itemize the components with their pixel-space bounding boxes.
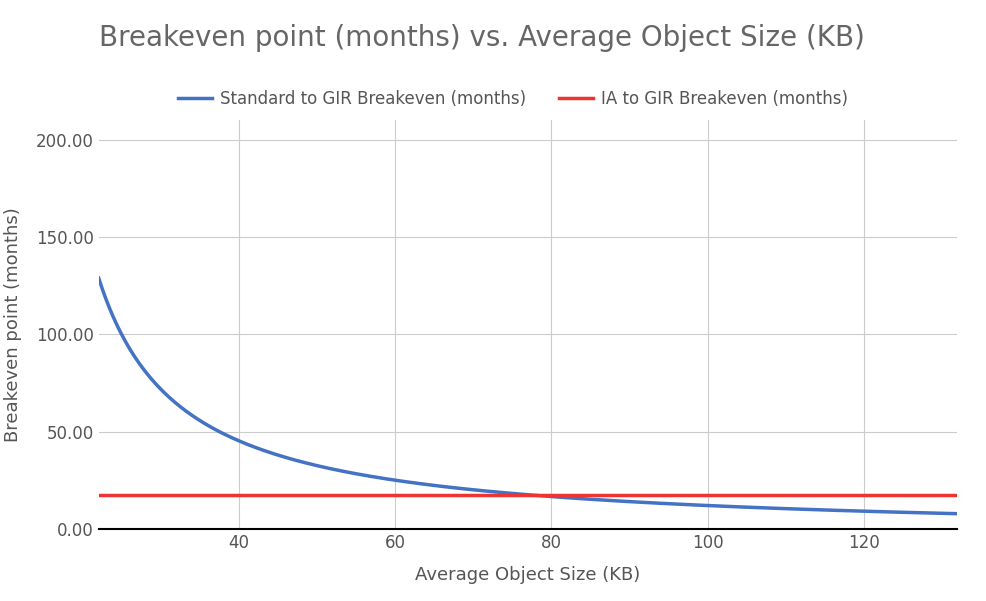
IA to GIR Breakeven (months)	[93, 491, 105, 498]
IA to GIR Breakeven (months)	[440, 491, 452, 498]
IA to GIR Breakeven (months)	[951, 491, 962, 498]
Line: Standard to GIR Breakeven (months): Standard to GIR Breakeven (months)	[99, 278, 956, 514]
IA to GIR Breakeven (months)	[180, 491, 192, 498]
Standard to GIR Breakeven (months)	[470, 487, 482, 494]
Standard to GIR Breakeven (months)	[440, 483, 452, 490]
Standard to GIR Breakeven (months)	[951, 510, 962, 517]
IA to GIR Breakeven (months)	[470, 491, 482, 498]
IA to GIR Breakeven (months)	[681, 491, 693, 498]
Standard to GIR Breakeven (months)	[777, 505, 789, 512]
X-axis label: Average Object Size (KB): Average Object Size (KB)	[415, 566, 640, 584]
Standard to GIR Breakeven (months)	[180, 407, 192, 415]
IA to GIR Breakeven (months)	[777, 491, 789, 498]
Standard to GIR Breakeven (months)	[93, 275, 105, 282]
IA to GIR Breakeven (months)	[761, 491, 773, 498]
Standard to GIR Breakeven (months)	[761, 504, 773, 511]
Y-axis label: Breakeven point (months): Breakeven point (months)	[4, 207, 22, 442]
Standard to GIR Breakeven (months)	[681, 501, 693, 508]
Text: Breakeven point (months) vs. Average Object Size (KB): Breakeven point (months) vs. Average Obj…	[99, 24, 864, 52]
Legend: Standard to GIR Breakeven (months), IA to GIR Breakeven (months): Standard to GIR Breakeven (months), IA t…	[172, 84, 854, 115]
